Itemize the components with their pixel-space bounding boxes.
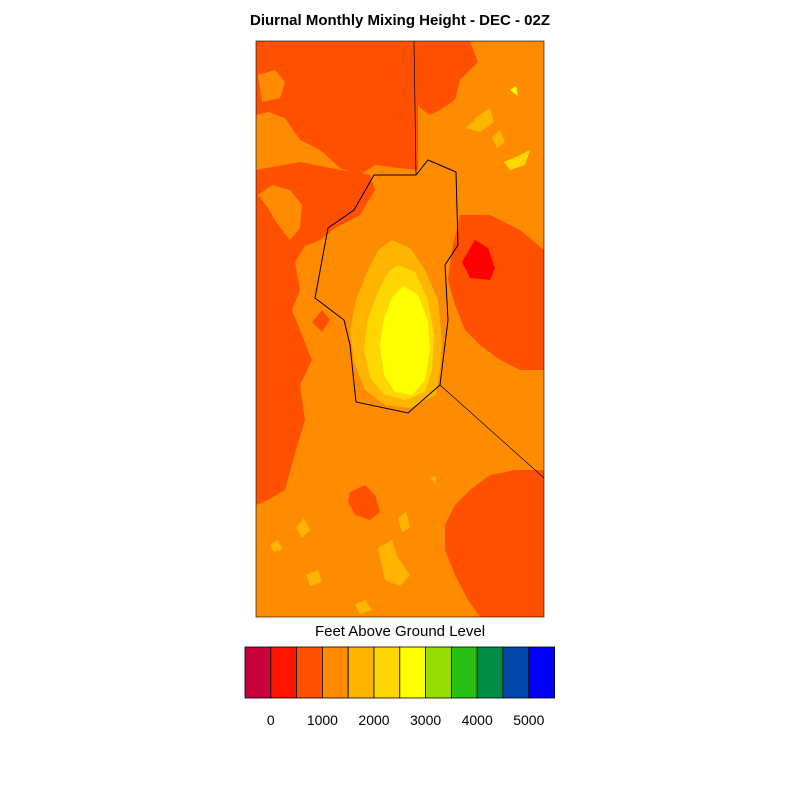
legend-swatch-9 — [476, 646, 504, 699]
contour-amber-dot-right-mid — [430, 476, 436, 484]
contour-orange-pocket-left — [258, 185, 302, 240]
legend-swatch-10 — [502, 646, 530, 699]
contour-redorange-left-small — [312, 310, 330, 332]
legend-ticks: 0 1000 2000 3000 4000 5000 — [267, 712, 545, 728]
legend-tick-label: 5000 — [513, 712, 544, 728]
legend-swatch-6 — [399, 646, 426, 699]
legend-swatch-4 — [347, 646, 375, 699]
legend-title: Feet Above Ground Level — [314, 623, 486, 640]
page-title: Diurnal Monthly Mixing Height - DEC - 02… — [250, 12, 550, 29]
contour-red-spot — [462, 240, 495, 280]
boundary-lines — [314, 40, 545, 479]
legend-tick-label: 3000 — [410, 712, 441, 728]
contour-redorange-top-dot — [342, 156, 360, 170]
contour-amber-dot-bottom — [355, 600, 372, 614]
boundary-north-line — [413, 40, 417, 176]
contour-amber-dot-bottom-left — [306, 570, 322, 586]
legend-swatch-1 — [270, 646, 297, 699]
contour-amber-dot-far-left — [270, 540, 282, 552]
map-frame — [255, 40, 545, 618]
boundary-southeast-line — [439, 384, 545, 479]
legend-swatch-8 — [450, 646, 478, 699]
legend-swatch-7 — [425, 646, 452, 699]
legend-swatch-5 — [373, 646, 401, 699]
legend-tick-label: 4000 — [462, 712, 493, 728]
boundary-region-outline — [314, 159, 459, 414]
contour-yellow-core — [380, 286, 430, 395]
contour-yellow-dot-topright — [510, 86, 518, 96]
contour-redorange-top-center — [355, 41, 478, 115]
legend-tick-label: 1000 — [307, 712, 338, 728]
contour-redorange-bottom-right — [445, 470, 544, 617]
contour-redorange-left-column — [256, 162, 375, 505]
contour-amber-dot-mid — [398, 512, 410, 532]
contour-amber-dot-low-left — [296, 518, 310, 538]
legend-tick-label: 2000 — [358, 712, 389, 728]
contour-orange-pocket-top — [258, 70, 285, 102]
contour-amber-dot-low-center — [378, 540, 410, 586]
legend-swatch-2 — [296, 646, 323, 699]
contour-amber-dot-right2 — [492, 130, 505, 148]
legend-swatch-3 — [321, 646, 349, 699]
contour-fill-group — [256, 41, 544, 617]
contour-gold-dot-right — [504, 150, 530, 170]
legend-swatch-0 — [244, 646, 272, 699]
legend-swatch-11 — [528, 646, 555, 699]
contour-redorange-top-left — [256, 41, 418, 175]
contour-redorange-small-blob — [348, 485, 380, 520]
legend-tick-label: 0 — [267, 712, 275, 728]
contour-amber-dot-topright — [466, 108, 494, 132]
legend-boxes — [244, 646, 555, 699]
